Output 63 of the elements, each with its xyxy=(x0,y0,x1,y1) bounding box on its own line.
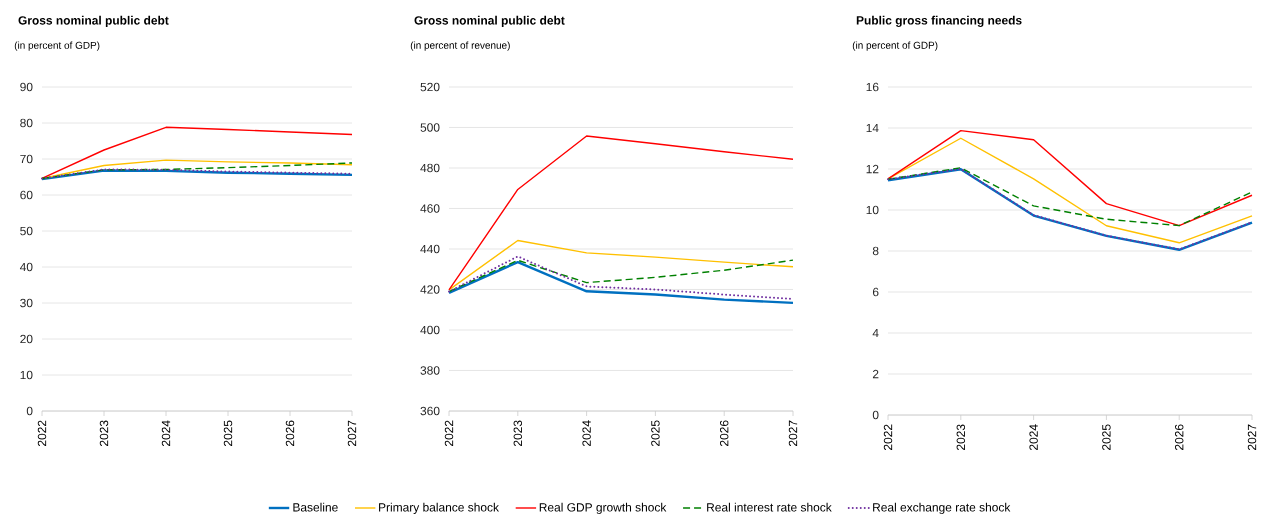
y-tick-label: 50 xyxy=(20,226,33,236)
y-tick-label: 4 xyxy=(872,328,879,338)
chart-title: Gross nominal public debt xyxy=(414,15,565,27)
y-tick-label: 420 xyxy=(420,285,440,294)
x-tick-label: 2022 xyxy=(37,420,47,447)
y-tick-label: 30 xyxy=(20,298,33,308)
x-tick-label: 2023 xyxy=(956,424,966,451)
y-tick-label: 0 xyxy=(26,406,33,416)
x-tick-label: 2024 xyxy=(1029,424,1038,451)
y-tick-label: 8 xyxy=(872,246,879,256)
line-series xyxy=(448,259,794,293)
y-tick-label: 0 xyxy=(872,410,879,420)
x-tick-label: 2022 xyxy=(883,424,893,451)
legend-label: Real exchange rate shock xyxy=(873,502,1011,514)
chart-title: Public gross financing needs xyxy=(856,15,1022,27)
chart-subtitle: (in percent of revenue) xyxy=(410,41,510,51)
y-tick-label: 520 xyxy=(420,82,440,92)
y-tick-label: 6 xyxy=(872,287,879,297)
y-tick-label: 90 xyxy=(20,82,33,92)
x-tick-label: 2025 xyxy=(223,420,233,447)
y-tick-label: 460 xyxy=(420,204,440,213)
x-tick-label: 2023 xyxy=(513,420,523,447)
legend-label: Baseline xyxy=(293,502,338,512)
line-series xyxy=(887,129,1253,227)
line-series xyxy=(448,135,794,291)
y-tick-label: 400 xyxy=(420,325,440,335)
x-tick-label: 2026 xyxy=(1174,424,1184,451)
x-tick-label: 2027 xyxy=(788,420,798,447)
line-series xyxy=(887,167,1253,227)
x-tick-label: 2027 xyxy=(347,420,357,447)
line-series xyxy=(41,126,353,180)
y-tick-label: 2 xyxy=(872,369,879,379)
x-tick-label: 2023 xyxy=(99,420,109,447)
y-tick-label: 440 xyxy=(420,244,440,254)
y-tick-label: 14 xyxy=(866,123,879,133)
y-tick-label: 10 xyxy=(20,370,33,380)
x-tick-label: 2022 xyxy=(444,420,454,447)
y-tick-label: 40 xyxy=(19,262,33,272)
x-tick-label: 2025 xyxy=(651,420,660,447)
x-tick-label: 2024 xyxy=(161,420,171,447)
y-tick-label: 500 xyxy=(420,123,440,132)
chart-subtitle: (in percent of GDP) xyxy=(852,41,938,51)
y-tick-label: 380 xyxy=(420,366,440,375)
x-tick-label: 2026 xyxy=(719,420,729,447)
y-tick-label: 480 xyxy=(420,163,440,173)
line-series xyxy=(448,239,794,291)
y-tick-label: 20 xyxy=(20,334,33,344)
chart-title: Gross nominal public debt xyxy=(18,15,169,28)
legend-label: Real interest rate shock xyxy=(707,502,832,512)
chart-subtitle: (in percent of GDP) xyxy=(14,41,100,51)
x-tick-label: 2025 xyxy=(1102,424,1111,451)
y-tick-label: 12 xyxy=(866,164,879,174)
y-tick-label: 360 xyxy=(420,406,440,416)
y-tick-label: 70 xyxy=(20,154,33,164)
legend-label: Primary balance shock xyxy=(379,502,499,514)
y-tick-label: 60 xyxy=(20,190,33,200)
y-tick-label: 16 xyxy=(866,82,879,92)
x-tick-label: 2027 xyxy=(1247,424,1257,451)
y-tick-label: 80 xyxy=(20,118,33,128)
x-tick-label: 2026 xyxy=(285,420,295,447)
legend-label: Real GDP growth shock xyxy=(539,502,667,514)
x-tick-label: 2024 xyxy=(582,420,591,447)
y-tick-label: 10 xyxy=(866,205,879,215)
